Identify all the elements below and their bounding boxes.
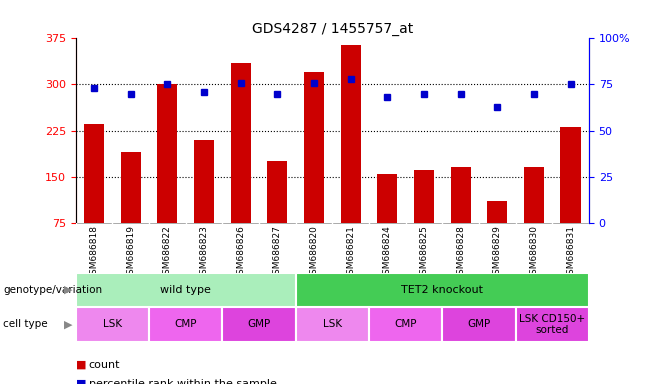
Text: LSK CD150+
sorted: LSK CD150+ sorted [519,314,586,335]
Text: GSM686820: GSM686820 [309,225,318,280]
Bar [524,167,544,223]
Bar [84,124,104,223]
Text: wild type: wild type [160,285,211,295]
Bar [377,174,397,223]
Bar [157,84,178,223]
Text: GMP: GMP [467,319,491,329]
Text: ■: ■ [76,360,86,370]
Text: percentile rank within the sample: percentile rank within the sample [89,379,277,384]
Text: GSM686819: GSM686819 [126,225,135,280]
Bar [414,170,434,223]
Text: genotype/variation: genotype/variation [3,285,103,295]
Text: GSM686829: GSM686829 [493,225,502,280]
Bar [120,152,141,223]
Text: GSM686827: GSM686827 [273,225,282,280]
Text: GSM686822: GSM686822 [163,225,172,280]
Bar [369,307,442,342]
Text: ▶: ▶ [64,319,72,329]
Bar [222,307,295,342]
Text: CMP: CMP [394,319,417,329]
Text: GSM686830: GSM686830 [530,225,538,280]
Bar [230,63,251,223]
Bar [76,273,295,307]
Text: ▶: ▶ [64,285,72,295]
Bar [76,307,149,342]
Text: GSM686826: GSM686826 [236,225,245,280]
Bar [194,140,214,223]
Text: GSM686831: GSM686831 [566,225,575,280]
Text: ■: ■ [76,379,86,384]
Bar [149,307,222,342]
Text: count: count [89,360,120,370]
Text: LSK: LSK [103,319,122,329]
Text: GSM686821: GSM686821 [346,225,355,280]
Bar [442,307,516,342]
Bar [341,45,361,223]
Title: GDS4287 / 1455757_at: GDS4287 / 1455757_at [251,22,413,36]
Text: GMP: GMP [247,319,270,329]
Bar [304,72,324,223]
Bar [295,273,589,307]
Bar [561,127,580,223]
Text: CMP: CMP [174,319,197,329]
Text: TET2 knockout: TET2 knockout [401,285,483,295]
Bar [451,167,470,223]
Text: GSM686825: GSM686825 [419,225,428,280]
Bar [487,201,507,223]
Bar [516,307,589,342]
Text: cell type: cell type [3,319,48,329]
Text: GSM686824: GSM686824 [383,225,392,280]
Bar [295,307,369,342]
Bar [267,161,288,223]
Text: GSM686828: GSM686828 [456,225,465,280]
Text: GSM686818: GSM686818 [89,225,99,280]
Text: LSK: LSK [322,319,342,329]
Text: GSM686823: GSM686823 [199,225,209,280]
